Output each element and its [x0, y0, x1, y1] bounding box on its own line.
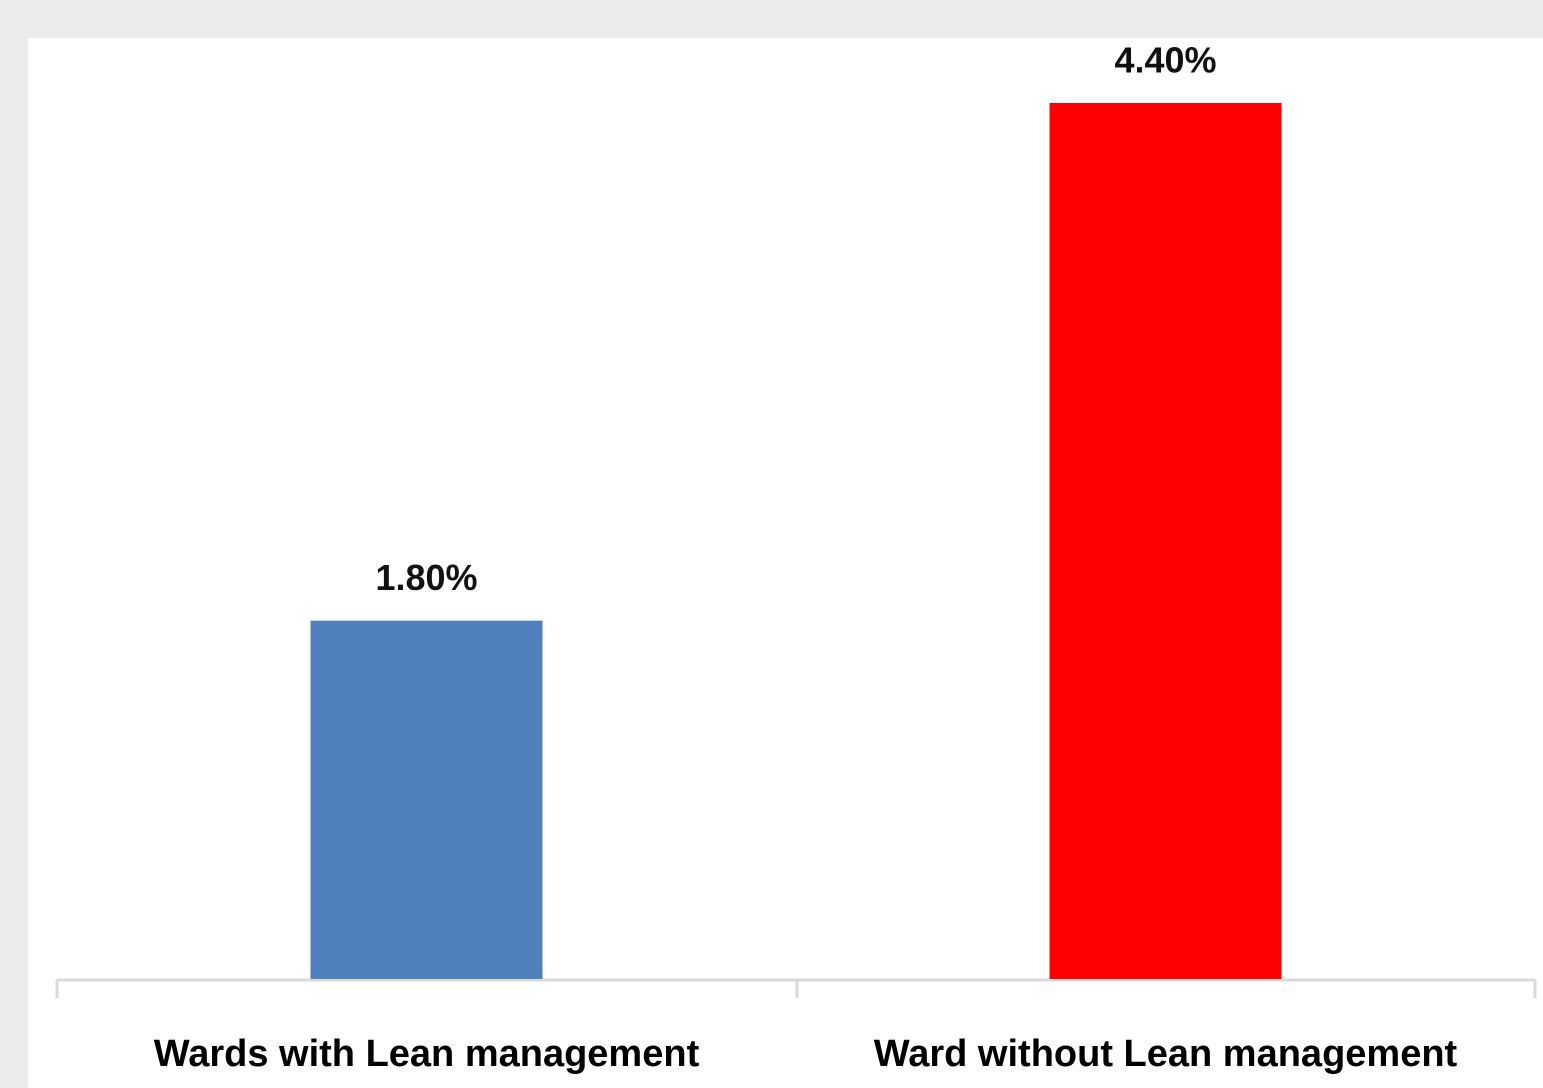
x-tick-label: Ward without Lean management [874, 1033, 1458, 1075]
bar [1049, 103, 1282, 979]
x-tick-label: Wards with Lean management [154, 1033, 700, 1075]
data-label: 4.40% [1114, 40, 1216, 81]
data-label: 1.80% [375, 557, 477, 598]
plot-panel [28, 38, 1543, 1088]
bar [310, 620, 543, 979]
